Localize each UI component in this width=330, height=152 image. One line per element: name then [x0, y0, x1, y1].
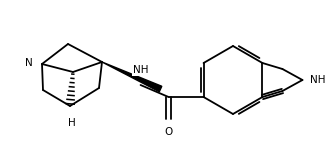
- Text: N: N: [25, 58, 33, 68]
- Text: O: O: [164, 127, 173, 137]
- Text: NH: NH: [311, 75, 326, 85]
- Text: H: H: [68, 118, 76, 128]
- Text: NH: NH: [133, 65, 148, 75]
- Polygon shape: [102, 62, 162, 92]
